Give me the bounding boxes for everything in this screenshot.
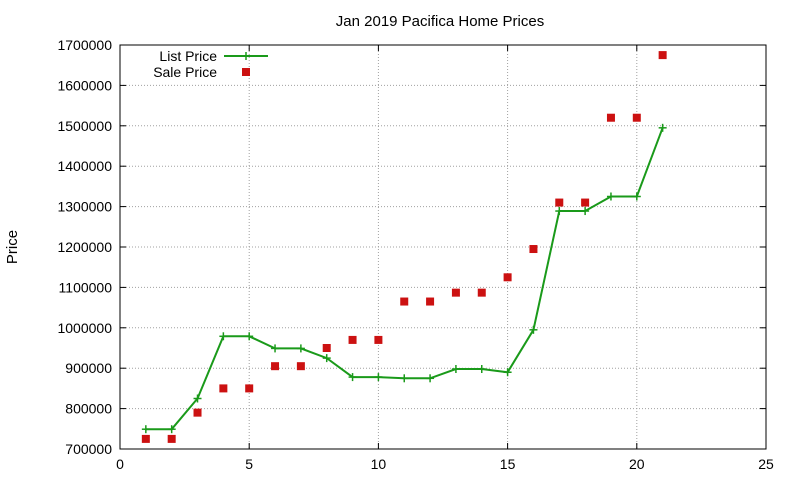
list-price-point [606, 192, 615, 201]
list-price-point [193, 394, 202, 403]
sale-price-point [374, 335, 383, 344]
sale-price-point [632, 113, 641, 122]
y-axis-label: Price [4, 230, 21, 264]
sale-price-point [219, 384, 228, 393]
sale-price-point [296, 362, 305, 371]
list-price-line [145, 127, 664, 431]
series-sale-price [141, 51, 667, 443]
list-price-point [348, 373, 357, 382]
sale-price-point [503, 273, 512, 282]
x-tick-label: 15 [500, 456, 516, 472]
sale-price-point [141, 434, 150, 443]
y-tick-label: 1300000 [57, 199, 112, 215]
sale-price-point [245, 384, 254, 393]
legend-square-swatch [242, 68, 250, 76]
x-tick-label: 20 [629, 456, 645, 472]
axis-ticks: 0 5 10 15 20 25 700000 800000 900000 1000000 11000… [57, 37, 774, 472]
legend-label: List Price [159, 48, 217, 64]
list-price-point [219, 332, 228, 341]
sale-price-point [451, 288, 460, 297]
sale-price-point [167, 434, 176, 443]
list-price-point [581, 207, 590, 216]
chart-title: Jan 2019 Pacifica Home Prices [336, 13, 544, 30]
y-tick-label: 1200000 [57, 239, 112, 255]
y-tick-label: 1400000 [57, 158, 112, 174]
list-price-point [426, 374, 435, 383]
sale-price-point [271, 362, 280, 371]
list-price-point [271, 344, 280, 353]
sale-price-point [348, 335, 357, 344]
x-tick-label: 5 [245, 456, 253, 472]
y-tick-label: 800000 [65, 401, 112, 417]
series-list-price [141, 123, 667, 434]
sale-price-point [322, 344, 331, 352]
y-tick-label: 700000 [65, 441, 112, 457]
sale-price-point [606, 113, 615, 122]
grid [120, 45, 766, 449]
y-tick-label: 900000 [65, 360, 112, 376]
list-price-point [451, 365, 460, 374]
sale-price-point [581, 198, 590, 207]
sale-price-point [555, 198, 564, 207]
sale-price-point [193, 408, 202, 417]
x-tick-label: 0 [116, 456, 124, 472]
list-price-point [141, 425, 150, 434]
sale-price-point [658, 51, 667, 60]
y-tick-label: 1500000 [57, 118, 112, 134]
list-price-point [322, 354, 331, 363]
y-tick-label: 1000000 [57, 320, 112, 336]
y-tick-label: 1100000 [59, 279, 113, 295]
legend-label: Sale Price [153, 64, 217, 80]
list-price-point [503, 368, 512, 377]
plot-frame [119, 44, 767, 450]
sale-price-point [426, 297, 435, 306]
y-tick-label: 1600000 [57, 77, 112, 93]
sale-price-point [529, 245, 538, 254]
sale-price-point [477, 288, 486, 297]
list-price-point [555, 207, 564, 216]
list-price-point [245, 332, 254, 341]
series-layer [141, 51, 667, 443]
y-tick-label: 1700000 [57, 37, 112, 53]
list-price-point [374, 373, 383, 382]
list-price-point [477, 365, 486, 374]
list-price-point [658, 123, 667, 132]
list-price-point [400, 374, 409, 383]
list-price-point [167, 425, 176, 434]
list-price-point [632, 192, 641, 201]
x-tick-label: 10 [371, 456, 387, 472]
x-tick-label: 25 [758, 456, 774, 472]
list-price-point [296, 344, 305, 353]
sale-price-point [400, 297, 409, 306]
list-price-point [529, 325, 538, 334]
legend-plus-swatch [242, 52, 250, 60]
